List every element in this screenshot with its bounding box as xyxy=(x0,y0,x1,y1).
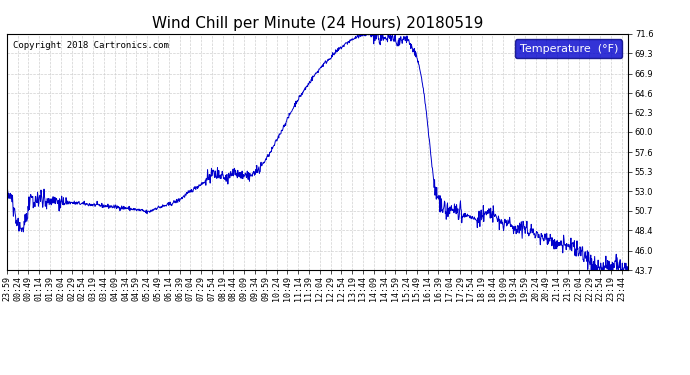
Legend: Temperature  (°F): Temperature (°F) xyxy=(515,39,622,58)
Title: Wind Chill per Minute (24 Hours) 20180519: Wind Chill per Minute (24 Hours) 2018051… xyxy=(152,16,483,31)
Text: Copyright 2018 Cartronics.com: Copyright 2018 Cartronics.com xyxy=(13,41,169,50)
